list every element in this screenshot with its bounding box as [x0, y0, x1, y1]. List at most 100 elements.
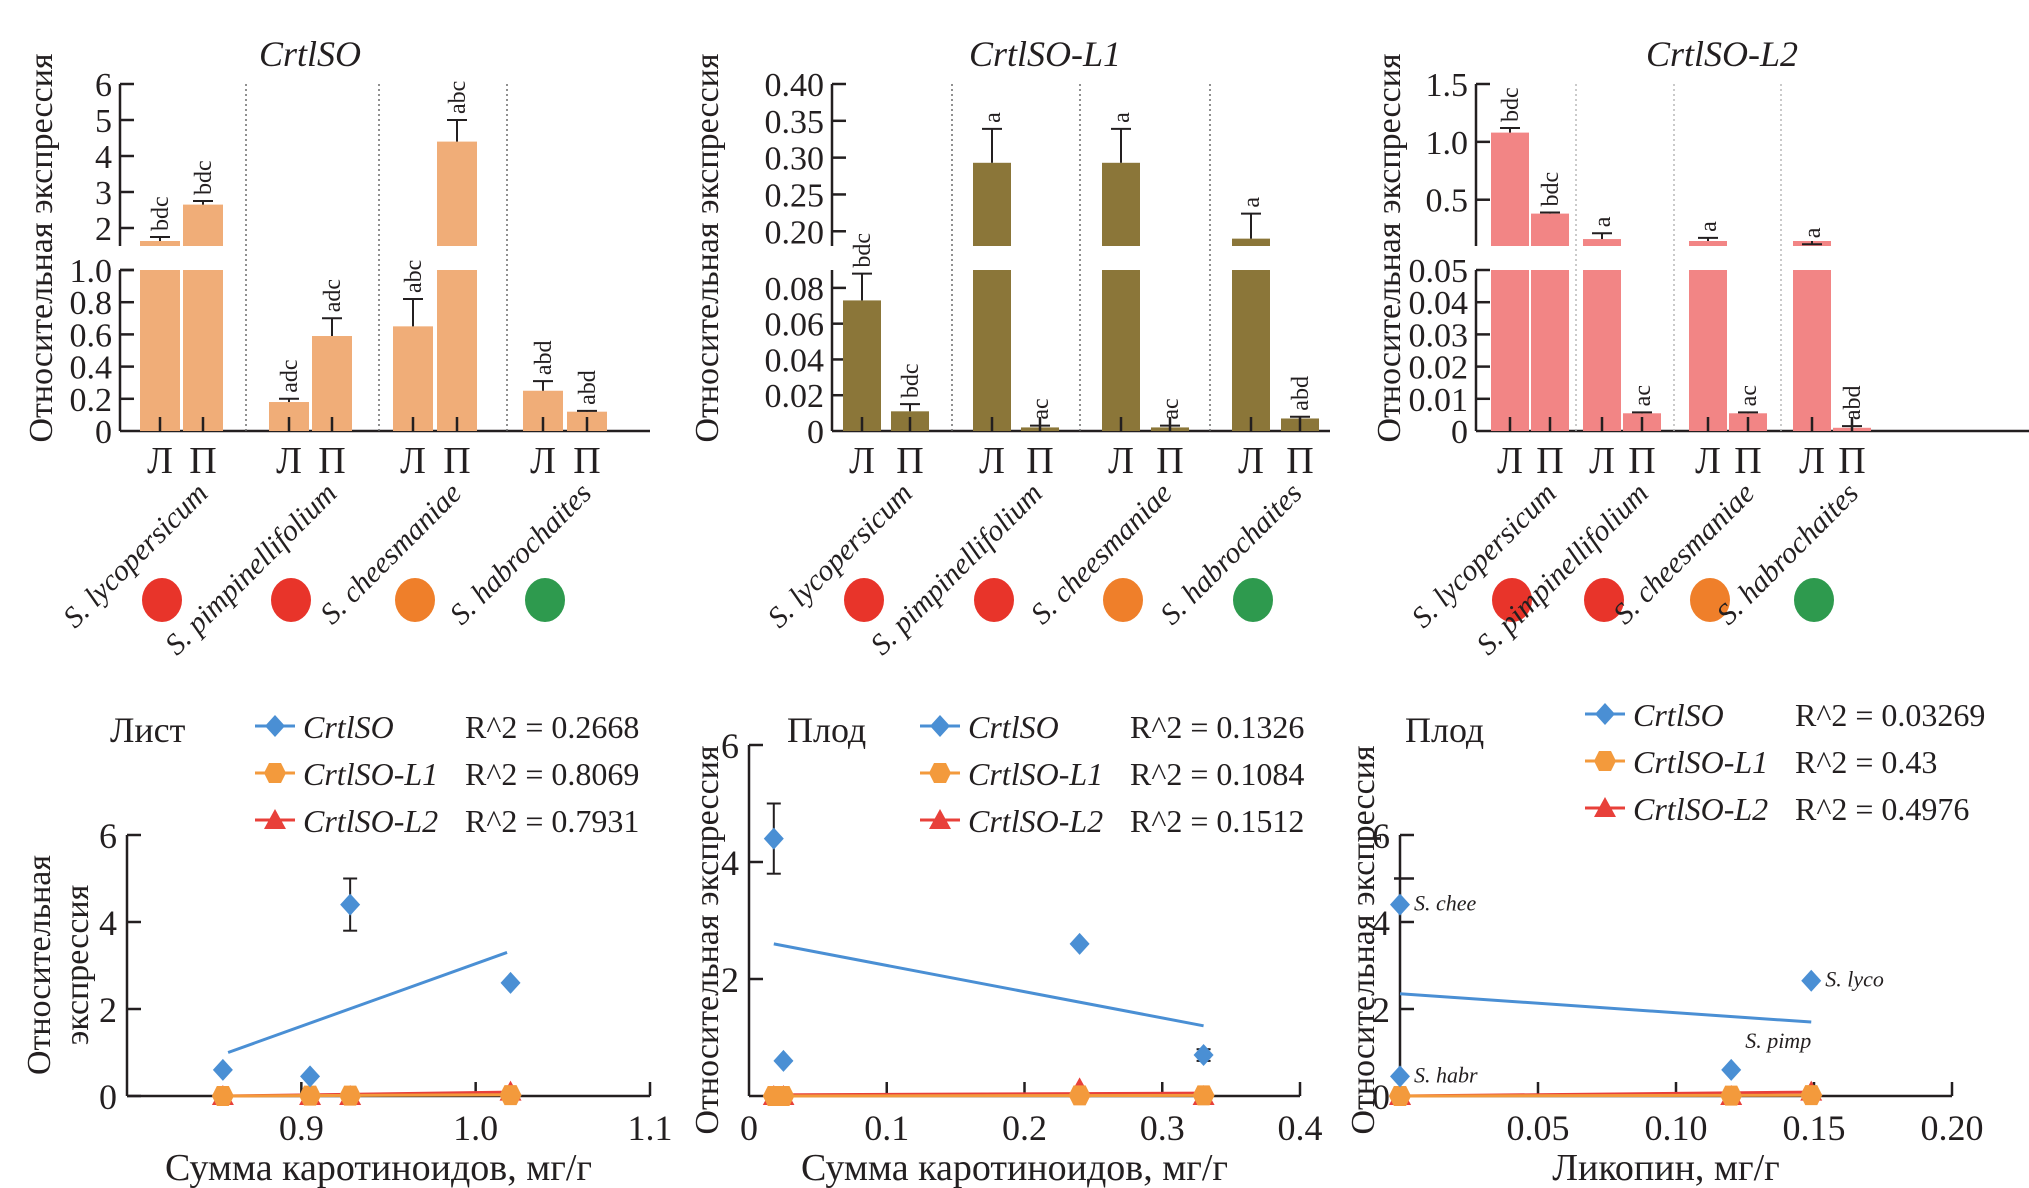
bar-panel-crtlso-l1: CrtlSO-L1 Относительная экспрессия 0.200.2…	[689, 34, 1330, 661]
significance-letters: abd	[575, 370, 601, 405]
marker-hexagon	[264, 763, 286, 783]
bar-upper-part	[973, 162, 1011, 246]
fruit-color-dot	[1492, 578, 1532, 622]
trendline	[1399, 992, 1812, 1024]
bar-upper-part	[437, 141, 477, 246]
tissue-label: Л	[1799, 440, 1825, 482]
y-tick-label: 0	[99, 1077, 117, 1117]
y-tick-label: 2	[99, 990, 117, 1030]
bar-lower-part	[437, 270, 477, 431]
chart-title: CrtlSO	[259, 34, 361, 74]
significance-letters: a	[1696, 221, 1722, 232]
bar-upper-part	[1689, 241, 1727, 246]
trendline	[773, 1093, 1204, 1098]
tissue-label: Л	[849, 440, 875, 482]
legend-label: CrtlSO-L2	[1633, 791, 1768, 827]
y-tick-label: 6	[95, 67, 112, 104]
chart-title: CrtlSO-L1	[969, 34, 1121, 74]
tissue-label: Л	[1108, 440, 1134, 482]
significance-letters: bdc	[191, 160, 217, 195]
tissue-label: Л	[1497, 440, 1523, 482]
marker-diamond	[1595, 703, 1615, 725]
fruit-color-dot	[844, 578, 884, 622]
bar-3: adc П	[312, 279, 352, 482]
bar-lower-part	[973, 270, 1011, 431]
marker-hexagon	[1389, 1086, 1411, 1106]
bar-panel-crtlso-l2: CrtlSO-L2 Относительная экспрессия 0.5 1.0 1…	[1371, 34, 2029, 661]
bar-upper-part	[1531, 213, 1569, 246]
legend: CrtlSO R^2 = 0.2668 CrtlSO-L1 R^2 = 0.8069 C…	[255, 709, 639, 839]
x-tick-label: 0.2	[1002, 1108, 1047, 1148]
tissue-label: П	[573, 440, 600, 482]
y-tick-label: 2	[95, 211, 112, 248]
marker-diamond	[1721, 1058, 1742, 1081]
tissue-label: П	[1734, 440, 1761, 482]
y-tick-label: 2	[721, 960, 739, 1000]
y-tick-label: 0.2	[70, 382, 113, 419]
significance-letters: ac	[1630, 385, 1656, 406]
bar-lower-part	[183, 270, 223, 431]
bar-2: aЛ	[1583, 216, 1621, 482]
fruit-color-dot	[525, 578, 565, 622]
bar-upper-part	[140, 241, 180, 246]
x-tick-label: 0	[740, 1108, 758, 1148]
bar-0: bdc Л	[1491, 87, 1529, 482]
tissue-label: Л	[276, 440, 302, 482]
y-axis-label: Относительная экспрессия	[1345, 745, 1382, 1134]
marker-hexagon	[772, 1086, 795, 1106]
bar-lower-part	[1793, 270, 1831, 431]
tissue-label: П	[189, 440, 216, 482]
fruit-color-dot	[142, 578, 182, 622]
marker-hexagon	[1192, 1085, 1215, 1106]
point-label: S. lyco	[1825, 967, 1884, 992]
significance-letters: a	[1590, 216, 1616, 227]
significance-letters: ac	[1028, 398, 1054, 419]
fruit-color-dot	[1103, 578, 1143, 622]
x-tick-label: 1.0	[453, 1108, 498, 1148]
significance-letters: adc	[320, 279, 346, 312]
marker-diamond	[1193, 1044, 1214, 1067]
y-tick-label: 0.4	[70, 350, 113, 387]
significance-letters: bdc	[1538, 172, 1564, 207]
bar-lower-part	[140, 270, 180, 431]
y-tick-label: 0	[95, 414, 112, 451]
significance-letters: abc	[445, 81, 471, 114]
y-tick-label: 3	[95, 175, 112, 212]
significance-letters: ac	[1158, 398, 1184, 419]
legend-label: CrtlSO	[968, 709, 1059, 745]
x-axis-label: Ликопин, мг/г	[1552, 1147, 1779, 1188]
y-tick-label: 0.40	[765, 67, 825, 104]
series-crtlso: S. chee S. habr S. pimp S. lyco	[1390, 891, 1884, 1088]
species-label: S. pimpinellifolium	[1470, 477, 1655, 662]
tissue-label: П	[318, 440, 345, 482]
y-tick-label: 0.20	[765, 214, 825, 251]
significance-letters: bdc	[1498, 87, 1524, 122]
legend-label: CrtlSO-L1	[303, 756, 438, 792]
marker-diamond	[1390, 893, 1410, 916]
legend: CrtlSO R^2 = 0.03269 CrtlSO-L1 R^2 = 0.43 Cr…	[1585, 697, 1985, 827]
series-crtlso	[212, 877, 521, 1088]
fruit-color-dot	[974, 578, 1014, 622]
marker-hexagon	[929, 763, 951, 783]
marker-hexagon	[1720, 1085, 1743, 1106]
legend-label: CrtlSO-L2	[303, 803, 438, 839]
bar-6: abd Л	[523, 340, 563, 482]
bar-4: aЛ	[1102, 112, 1140, 482]
y-tick-label: 1.5	[1426, 67, 1469, 104]
tissue-label: П	[443, 440, 470, 482]
x-axis-label: Сумма каротиноидов, мг/г	[165, 1147, 592, 1188]
bar-upper-part	[1491, 132, 1529, 246]
tissue-label: П	[1156, 440, 1183, 482]
tissue-label: Л	[530, 440, 556, 482]
legend-r2: R^2 = 0.7931	[465, 803, 639, 839]
bar-lower-part	[1491, 270, 1529, 431]
marker-hexagon	[211, 1086, 234, 1106]
tissue-label: П	[1286, 440, 1313, 482]
x-tick-label: 0.15	[1783, 1108, 1846, 1148]
x-tick-label: 0.05	[1507, 1108, 1570, 1148]
significance-letters: bdc	[850, 233, 876, 268]
y-tick-label: 4	[99, 903, 117, 943]
tissue-label: П	[1026, 440, 1053, 482]
